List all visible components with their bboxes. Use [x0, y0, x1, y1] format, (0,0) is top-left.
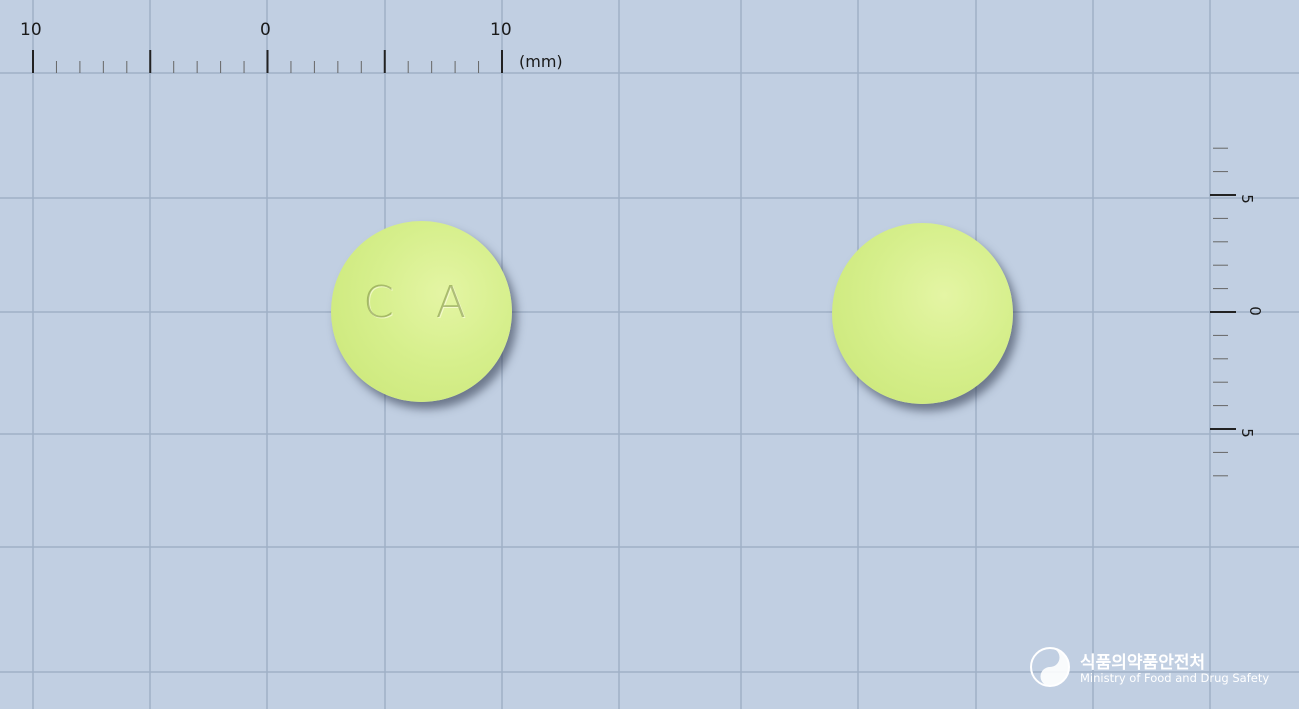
side-ruler — [1210, 147, 1236, 477]
logo-korean-text: 식품의약품안전처 — [1080, 653, 1206, 673]
side-label-center: 0 — [1245, 306, 1264, 316]
top-label-left: 10 — [20, 20, 42, 40]
unit-label: (mm) — [519, 52, 563, 71]
tablet-front: C A — [331, 221, 512, 402]
tablet-imprint: C A — [363, 277, 480, 328]
top-ruler — [32, 50, 503, 73]
top-label-center: 0 — [260, 20, 271, 40]
side-label-bottom: 5 — [1237, 428, 1256, 438]
logo-english-text: Ministry of Food and Drug Safety — [1080, 671, 1270, 685]
top-label-right: 10 — [490, 20, 512, 40]
side-label-top: 5 — [1237, 194, 1256, 204]
tablet-back — [832, 223, 1013, 404]
mfds-emblem-icon — [1030, 647, 1070, 687]
mfds-logo: 식품의약품안전처 Ministry of Food and Drug Safet… — [1030, 645, 1280, 695]
